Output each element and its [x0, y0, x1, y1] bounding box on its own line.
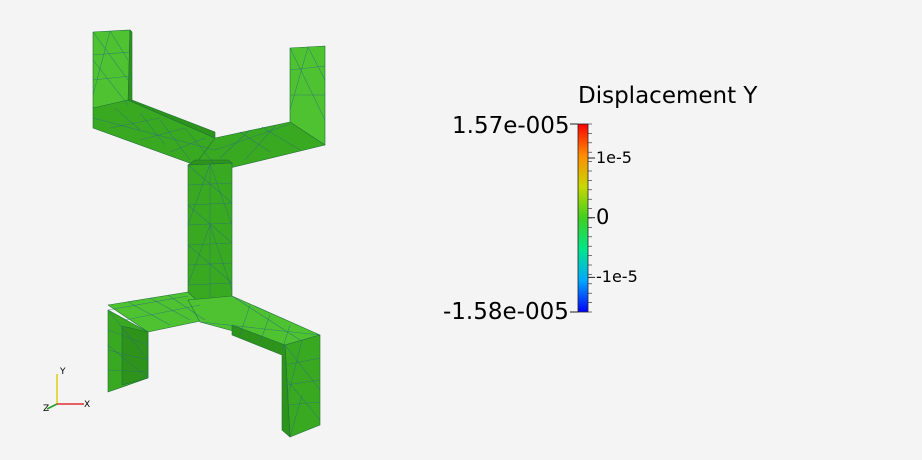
colorbar-min-label: -1.58e-005 [443, 299, 569, 325]
mesh-model[interactable] [92, 29, 326, 438]
colorbar-tick-label-lower: -1e-5 [596, 267, 638, 286]
colorbar-title: Displacement Y [578, 83, 758, 109]
mesh-part-left-upper-arm [92, 29, 229, 166]
colorbar-max-label: 1.57e-005 [452, 113, 570, 139]
orientation-axis-z-label: Z [43, 404, 49, 414]
colorbar [570, 123, 595, 313]
mesh-part-right-upper-arm [194, 45, 326, 169]
colorbar-scale [577, 123, 589, 313]
colorbar-tick-label-zero: 0 [596, 205, 610, 229]
colorbar-tick-marks [570, 123, 595, 313]
mesh-part-right-lower-arm [187, 295, 321, 438]
orientation-axis-x-label: X [84, 400, 90, 410]
orientation-axes: Y X Z [43, 367, 90, 414]
orientation-axis-y-label: Y [59, 367, 66, 377]
colorbar-tick-label-upper: 1e-5 [596, 148, 632, 167]
orientation-axis-z [46, 403, 58, 410]
mesh-edges [92, 30, 326, 438]
